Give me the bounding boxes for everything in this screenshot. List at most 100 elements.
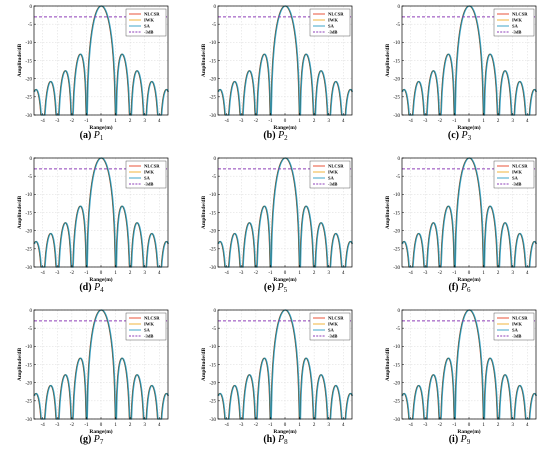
y-tick-label: -10 [209, 41, 216, 46]
legend-label: NLCSR [144, 12, 160, 17]
legend-label: SA [144, 24, 151, 29]
x-tick-label: 4 [158, 119, 161, 124]
subplot-e: -4 -3 -2 -1 0 1 2 3 4 0 -5 -10 -15 -20 -25 -30 Range(m) A… [184, 152, 367, 304]
y-tick-label: -10 [393, 193, 400, 198]
chart-svg: -4 -3 -2 -1 0 1 2 3 40-5-10-15-20-25-30Range(m)A… [201, 5, 354, 131]
legend-label: NLCSR [144, 164, 160, 169]
x-tick-label: 0 [284, 423, 287, 428]
y-tick-label: -10 [25, 345, 32, 350]
x-axis-label: Range(m) [457, 428, 480, 435]
caption-subscript: 4 [100, 286, 104, 294]
x-tick-label: 3 [511, 271, 514, 276]
y-tick-label: -15 [25, 211, 32, 216]
x-tick-label: -2 [254, 271, 259, 276]
legend-label: IWK [144, 18, 154, 23]
subplot-caption: (i) P9 [368, 434, 550, 446]
y-axis-label: Amplitude/dB [201, 44, 207, 78]
y-tick-label: -15 [209, 211, 216, 216]
y-tick-label: 0 [214, 5, 217, 10]
legend-label: IWK [512, 170, 522, 175]
x-tick-label: 1 [114, 423, 117, 428]
x-tick-label: -1 [84, 271, 89, 276]
y-tick-label: -30 [25, 418, 32, 423]
x-tick-label: -1 [452, 119, 457, 124]
caption-letter: (g) [79, 434, 92, 445]
subplot-caption: (d) P4 [0, 282, 183, 294]
x-tick-label: 2 [313, 119, 316, 124]
x-tick-label: 0 [468, 423, 471, 428]
legend-label: -3dB [512, 182, 521, 187]
x-tick-label: 3 [327, 423, 330, 428]
y-tick-label: -30 [209, 418, 216, 423]
legend-label: NLCSR [328, 12, 344, 17]
legend-label: SA [328, 24, 335, 29]
y-axis-label: Amplitude/dB [17, 44, 23, 78]
x-tick-label: 0 [284, 271, 287, 276]
caption-symbol: P [460, 434, 467, 445]
y-tick-label: -30 [393, 266, 400, 271]
x-axis-label: Range(m) [273, 124, 296, 131]
subplot-h: -4 -3 -2 -1 0 1 2 3 4 0 -5 -10 -15 -20 -25 -30 Range(m) A… [184, 304, 367, 456]
caption-letter: (d) [79, 282, 92, 293]
chart-svg: -4 -3 -2 -1 0 1 2 3 40-5-10-15-20-25-30Range(m)A… [17, 5, 170, 131]
x-tick-label: -2 [254, 119, 259, 124]
caption-symbol: P [460, 282, 468, 293]
y-tick-label: 0 [30, 157, 33, 162]
x-tick-label: 1 [298, 119, 301, 124]
caption-letter: (c) [447, 130, 459, 141]
legend-label: SA [328, 328, 335, 333]
x-tick-label: -4 [225, 119, 230, 124]
y-tick-label: -30 [209, 266, 216, 271]
y-tick-label: -20 [209, 77, 216, 82]
x-tick-label: 3 [511, 423, 514, 428]
caption-symbol: P [93, 434, 100, 445]
chart-svg: -4 -3 -2 -1 0 1 2 3 40-5-10-15-20-25-30Range(m)A… [201, 157, 354, 283]
x-tick-label: -4 [41, 271, 46, 276]
caption-symbol: P [278, 130, 285, 141]
subplot-d: -4 -3 -2 -1 0 1 2 3 4 0 -5 -10 -15 -20 -25 -30 Range(m) A… [0, 152, 183, 304]
subplot-b: -4 -3 -2 -1 0 1 2 3 4 0 -5 -10 -15 -20 -25 -30 Range(m) A… [184, 0, 367, 152]
y-tick-label: -5 [396, 327, 401, 332]
legend-label: -3dB [144, 334, 153, 339]
caption-letter: (b) [263, 130, 276, 141]
x-tick-label: 4 [526, 271, 529, 276]
x-tick-label: -3 [423, 119, 428, 124]
subplot-caption: (e) P5 [184, 282, 367, 294]
caption-symbol: P [93, 130, 100, 141]
caption-subscript: 7 [99, 438, 104, 446]
x-tick-label: -1 [268, 119, 273, 124]
x-tick-label: -1 [452, 271, 457, 276]
x-tick-label: 0 [100, 271, 103, 276]
subplot-f: -4 -3 -2 -1 0 1 2 3 4 0 -5 -10 -15 -20 -25 -30 Range(m) A… [368, 152, 550, 304]
x-tick-label: -1 [268, 423, 273, 428]
x-tick-label: 1 [298, 423, 301, 428]
x-tick-label: 1 [114, 271, 117, 276]
y-tick-label: 0 [398, 309, 401, 314]
caption-letter: (a) [79, 130, 92, 141]
y-tick-label: -10 [25, 41, 32, 46]
legend-label: SA [512, 328, 519, 333]
y-tick-label: -20 [209, 229, 216, 234]
subplot-caption: (c) P3 [368, 130, 550, 142]
subplot-g: -4 -3 -2 -1 0 1 2 3 4 0 -5 -10 -15 -20 -25 -30 Range(m) A… [0, 304, 183, 456]
chart-svg: -4 -3 -2 -1 0 1 2 3 40-5-10-15-20-25-30Range(m)A… [385, 5, 538, 131]
caption-subscript: 5 [283, 286, 288, 294]
y-tick-label: 0 [398, 5, 401, 10]
x-axis-label: Range(m) [457, 276, 480, 283]
legend-label: SA [328, 176, 335, 181]
x-tick-label: 0 [100, 119, 103, 124]
legend-label: IWK [328, 170, 338, 175]
x-tick-label: 4 [342, 271, 345, 276]
x-tick-label: 1 [482, 119, 485, 124]
y-axis-label: Amplitude/dB [201, 196, 207, 230]
y-tick-label: -10 [393, 345, 400, 350]
y-tick-label: 0 [214, 157, 217, 162]
y-tick-label: -25 [25, 400, 32, 405]
legend-label: SA [512, 176, 519, 181]
x-tick-label: 4 [158, 423, 161, 428]
y-tick-label: -20 [25, 381, 32, 386]
x-tick-label: -3 [55, 271, 60, 276]
x-tick-label: 2 [497, 271, 500, 276]
x-tick-label: 4 [342, 423, 345, 428]
y-tick-label: -5 [28, 175, 33, 180]
